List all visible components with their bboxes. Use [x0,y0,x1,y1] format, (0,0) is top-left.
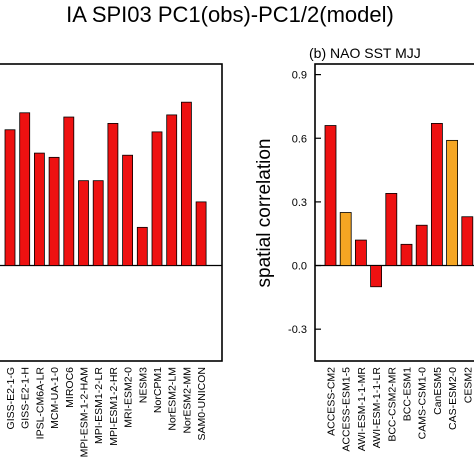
x-tick-label: MIROC6 [64,367,76,408]
bar [385,193,398,266]
x-tick-label: GISS-E2-1-H [20,367,32,429]
x-tick-label: CAS-ESM2-0 [447,367,459,430]
y-tick-label: 0.9 [292,70,307,82]
bar [78,180,89,266]
x-tick-label: NorESM2-MM [181,367,193,434]
bar [415,224,428,266]
x-tick-label: MPI-ESM-1-2-HAM [79,367,91,457]
panel-left: GISS-E2-1-G GISS-E2-1-H IPSL-CM6A-LR MCM-UA… [0,63,223,457]
x-tick-label: CAMS-CSM1-0 [417,367,429,440]
bar [446,139,459,266]
bar [461,216,474,266]
x-tick-label: NorCPM1 [152,367,164,413]
bar [324,125,337,266]
x-tick-label: SAM0-UNICON [196,367,208,441]
x-tick-label: MRI-ESM2-0 [123,367,135,428]
x-tick-label: MPI-ESM1-2-LR [93,367,105,444]
bar [339,212,352,266]
bar [400,243,413,266]
bar [180,101,192,266]
x-tick-label: AWI-ESM-1-1-MR [356,367,368,452]
y-tick-label: 0.6 [292,133,307,145]
panel-left-frame [0,63,223,362]
bar [136,226,148,266]
x-tick-label: CESM2 [462,367,474,403]
x-tick-label: BCC-CSM2-MR [386,367,398,442]
bar [107,123,119,266]
bar [48,156,60,266]
x-tick-label: IPSL-CM6A-LR [34,367,46,440]
figure-suptitle: IA SPI03 PC1(obs)-PC1/2(model) [66,2,394,27]
x-tick-label: GISS-E2-1-G [5,367,17,429]
panel-right: (b) NAO SST MJJ -0.3 0.0 0.3 0.6 0.9 ACCESS-… [288,45,474,452]
x-tick-label: BCC-ESM1 [402,367,414,421]
panel-right-title: (b) NAO SST MJJ [309,45,421,61]
bar [370,265,383,288]
bar [166,114,178,266]
bar [151,131,163,266]
x-tick-label: MCM-UA-1-0 [49,367,61,429]
bar [63,116,75,266]
bar [122,154,133,266]
panel-right-frame [314,63,474,362]
x-tick-label: ACCESS-CM2 [326,367,338,436]
bar [34,152,45,266]
x-tick-label: ACCESS-ESM1-5 [341,367,353,452]
x-tick-label: MPI-ESM1-2-HR [108,367,120,446]
bar [195,201,207,266]
y-tick-label: -0.3 [288,324,307,336]
y-axis-label: spatial correlation [254,139,275,288]
bar [4,129,16,266]
y-tick-label: 0.0 [292,261,307,273]
bar [354,239,367,266]
bar [19,112,31,266]
y-tick-label: 0.3 [292,197,307,209]
x-tick-label: AWI-ESM-1-1-LR [371,367,383,449]
x-tick-label: NorESM2-LM [167,367,179,431]
bar [92,180,104,266]
bar [430,123,443,266]
x-tick-label: CanESM5 [432,367,444,415]
x-tick-label: NESM3 [137,367,149,403]
